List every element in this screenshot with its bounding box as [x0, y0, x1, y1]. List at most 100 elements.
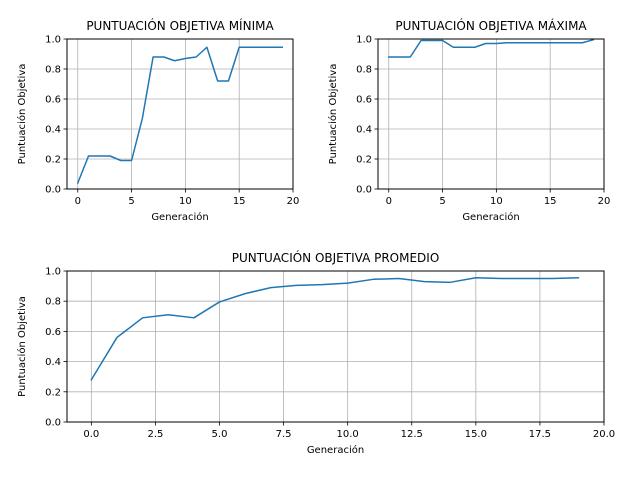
data-point	[87, 155, 89, 157]
data-point	[173, 60, 175, 62]
y-tick-label: 0.4	[356, 125, 372, 136]
x-tick-label: 20.0	[593, 429, 615, 440]
data-point	[517, 42, 519, 44]
x-tick-label: 20	[598, 196, 611, 207]
data-point	[441, 39, 443, 41]
plot-frame	[66, 38, 294, 190]
y-tick-label: 0.8	[45, 297, 61, 308]
x-axis-label: Generación	[151, 211, 208, 223]
x-tick-label: 10	[179, 196, 192, 207]
data-point	[398, 277, 400, 279]
x-tick-label: 0.0	[83, 429, 99, 440]
x-tick-label: 15.0	[465, 429, 487, 440]
data-point	[423, 280, 425, 282]
data-point	[260, 46, 262, 48]
data-point	[538, 42, 540, 44]
x-tick-label: 5	[439, 196, 445, 207]
data-point	[475, 277, 477, 279]
data-point	[431, 39, 433, 41]
y-tick-label: 0.8	[356, 65, 372, 76]
y-tick-label: 1.0	[45, 267, 61, 278]
x-tick-label: 12.5	[401, 429, 423, 440]
data-point	[581, 42, 583, 44]
y-axis-label: Puntuación Objetiva	[16, 64, 28, 165]
data-point	[206, 46, 208, 48]
data-point	[420, 39, 422, 41]
data-point	[270, 46, 272, 48]
data-point	[506, 42, 508, 44]
data-point	[195, 56, 197, 58]
plot-frame	[66, 270, 605, 423]
x-tick-label: 20	[287, 196, 300, 207]
x-axis-label: Generación	[462, 211, 519, 223]
data-point	[218, 301, 220, 303]
chart-title: PUNTUACIÓN OBJETIVA PROMEDIO	[232, 250, 440, 265]
y-tick-label: 0.6	[356, 95, 372, 106]
data-point	[109, 155, 111, 157]
chart-title: PUNTUACIÓN OBJETIVA MÍNIMA	[86, 18, 274, 33]
data-point	[216, 80, 218, 82]
data-point	[295, 284, 297, 286]
data-point	[463, 46, 465, 48]
plot-frame	[377, 38, 605, 190]
y-tick-label: 0.4	[45, 125, 61, 136]
data-point	[98, 155, 100, 157]
data-point	[141, 317, 143, 319]
y-tick-label: 0.2	[45, 155, 61, 166]
data-point	[484, 42, 486, 44]
y-tick-label: 0.6	[45, 95, 61, 106]
data-point	[500, 277, 502, 279]
y-tick-label: 0.4	[45, 357, 61, 368]
data-point	[184, 57, 186, 59]
x-tick-label: 0	[386, 196, 392, 207]
data-point	[560, 42, 562, 44]
data-point	[141, 117, 143, 119]
data-point	[526, 277, 528, 279]
chart-title: PUNTUACIÓN OBJETIVA MÁXIMA	[395, 18, 587, 33]
y-tick-label: 0.8	[45, 65, 61, 76]
data-point	[346, 282, 348, 284]
data-point	[571, 42, 573, 44]
x-tick-label: 0	[75, 196, 81, 207]
x-tick-label: 15	[544, 196, 557, 207]
y-tick-label: 0.0	[356, 185, 372, 196]
chart-2: 0 5 10 15 20 0.0 0.2 0.4 0.6 0.8 1.0 PUNTUACIÓN OBJ…	[327, 18, 610, 223]
y-tick-label: 0.6	[45, 327, 61, 338]
y-tick-label: 1.0	[45, 35, 61, 46]
data-point	[398, 56, 400, 58]
x-tick-label: 10	[490, 196, 503, 207]
data-point	[238, 46, 240, 48]
data-point	[90, 379, 92, 381]
data-point	[163, 56, 165, 58]
x-tick-label: 10.0	[337, 429, 359, 440]
data-point	[270, 286, 272, 288]
y-tick-label: 0.2	[45, 387, 61, 398]
data-point	[193, 317, 195, 319]
y-tick-label: 0.0	[45, 418, 61, 429]
data-point	[527, 42, 529, 44]
data-point	[167, 314, 169, 316]
series-line	[388, 38, 595, 58]
data-point	[281, 46, 283, 48]
y-tick-label: 1.0	[356, 35, 372, 46]
x-tick-label: 5.0	[212, 429, 228, 440]
chart-3: 0.0 2.5 5.0 7.5 10.0 12.5 15.0 17.5 20.0 0.0 0.2 0.…	[16, 250, 615, 456]
x-axis-label: Generación	[307, 444, 364, 456]
x-tick-label: 17.5	[529, 429, 551, 440]
data-point	[388, 56, 390, 58]
data-point	[77, 182, 79, 184]
x-tick-label: 7.5	[276, 429, 292, 440]
data-point	[321, 283, 323, 285]
data-point	[249, 46, 251, 48]
series-line	[90, 277, 580, 381]
y-tick-label: 0.0	[45, 185, 61, 196]
data-point	[474, 46, 476, 48]
data-point	[409, 56, 411, 58]
data-point	[120, 159, 122, 161]
y-tick-label: 0.2	[356, 155, 372, 166]
data-point	[116, 336, 118, 338]
data-point	[549, 42, 551, 44]
x-tick-label: 5	[128, 196, 134, 207]
data-point	[552, 277, 554, 279]
